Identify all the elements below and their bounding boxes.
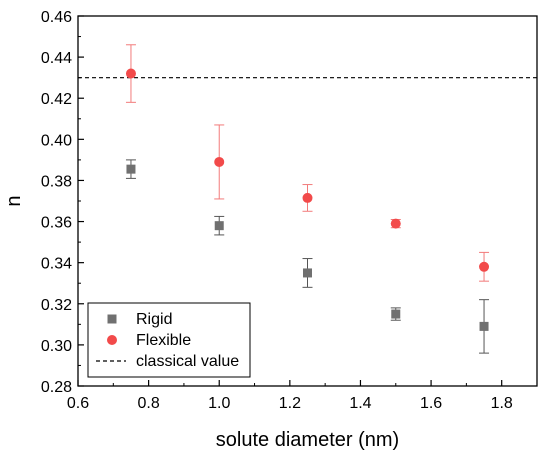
rigid-point bbox=[479, 321, 489, 331]
x-tick-label: 0.8 bbox=[137, 395, 159, 412]
y-tick-label: 0.44 bbox=[41, 50, 72, 67]
x-tick-label: 1.6 bbox=[420, 395, 442, 412]
x-tick-label: 1.8 bbox=[491, 395, 513, 412]
y-tick-label: 0.40 bbox=[41, 132, 72, 149]
x-tick-label: 1.4 bbox=[349, 395, 371, 412]
plot-area bbox=[78, 44, 537, 354]
rigid-point bbox=[214, 221, 224, 231]
rigid-point bbox=[303, 268, 312, 278]
x-tick-label: 1.2 bbox=[279, 395, 301, 412]
flexible-point bbox=[390, 218, 401, 229]
flexible-point bbox=[302, 192, 313, 203]
y-tick-label: 0.46 bbox=[41, 9, 72, 26]
legend-classical-label: classical value bbox=[136, 353, 239, 370]
legend-flexible-label: Flexible bbox=[136, 332, 191, 349]
rigid-point bbox=[126, 164, 136, 174]
flexible-point bbox=[125, 68, 136, 79]
y-tick-label: 0.30 bbox=[41, 338, 72, 355]
y-tick-label: 0.34 bbox=[41, 256, 72, 273]
flexible-point bbox=[479, 261, 490, 272]
y-tick-label: 0.36 bbox=[41, 215, 72, 232]
legend-rigid-label: Rigid bbox=[136, 311, 172, 328]
x-tick-label: 1.0 bbox=[208, 395, 230, 412]
legend: Rigid Flexible classical value bbox=[87, 302, 251, 378]
y-tick-label: 0.42 bbox=[41, 91, 72, 108]
rigid-point bbox=[391, 309, 401, 319]
y-axis-title: n bbox=[3, 195, 25, 206]
legend-flexible-marker bbox=[107, 335, 117, 345]
x-axis-title: solute diameter (nm) bbox=[216, 429, 399, 451]
flexible-point bbox=[214, 156, 225, 167]
y-tick-label: 0.32 bbox=[41, 297, 72, 314]
y-tick-label: 0.28 bbox=[41, 379, 72, 396]
x-tick-label: 0.6 bbox=[67, 395, 89, 412]
axes: 0.6 0.8 1.0 1.2 1.4 1.6 1.8 0.28 0.30 0.32 0.34 0.3… bbox=[41, 9, 538, 412]
y-tick-label: 0.38 bbox=[41, 173, 72, 190]
legend-rigid-marker bbox=[107, 314, 117, 324]
